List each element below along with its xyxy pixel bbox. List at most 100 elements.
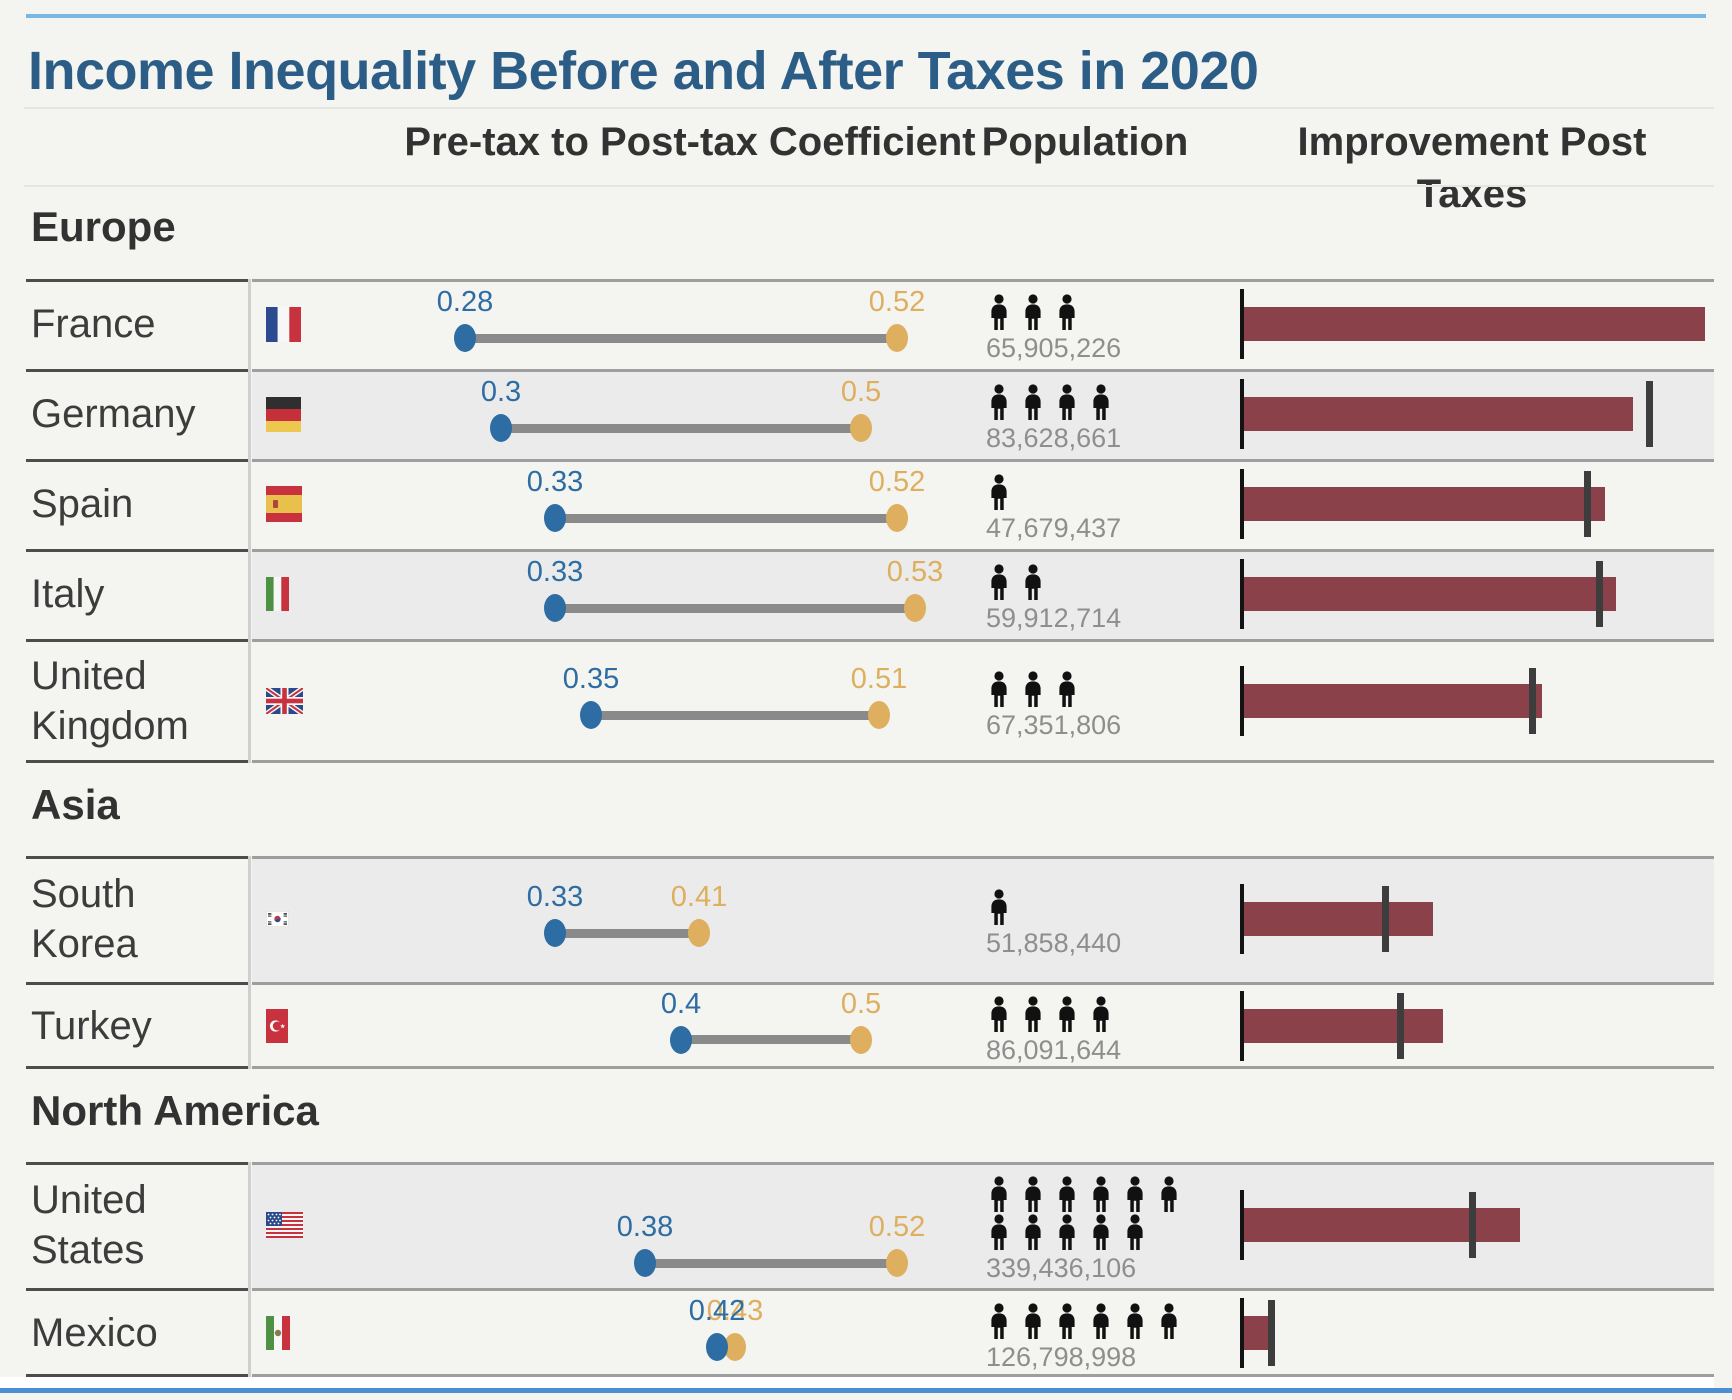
spain-flag-icon[interactable] [266, 459, 302, 549]
person-icon[interactable] [1054, 995, 1080, 1032]
united-kingdom-flag-icon[interactable] [266, 639, 303, 763]
post-tax-dot[interactable] [490, 414, 512, 442]
person-icon[interactable] [1122, 1302, 1148, 1339]
person-icon[interactable] [986, 995, 1012, 1032]
person-icon[interactable] [1088, 384, 1114, 420]
post-tax-dot[interactable] [454, 324, 476, 352]
improvement-bar[interactable] [1244, 902, 1433, 936]
improvement-bar[interactable] [1244, 307, 1705, 341]
person-icon[interactable] [1054, 1176, 1080, 1212]
post-tax-dot[interactable] [580, 701, 602, 729]
person-icon[interactable] [1054, 1302, 1080, 1339]
pre-tax-dot[interactable] [886, 504, 908, 532]
axis-line [1240, 666, 1244, 736]
person-icon[interactable] [986, 889, 1012, 925]
pre-tax-dot[interactable] [904, 594, 926, 622]
dumbbell-connector [501, 423, 861, 433]
person-icon[interactable] [1054, 384, 1080, 420]
person-icon[interactable] [1020, 564, 1046, 600]
post-tax-dot[interactable] [544, 919, 566, 947]
person-icon[interactable] [1122, 1214, 1148, 1250]
post-tax-dot[interactable] [670, 1025, 692, 1054]
column-header-population: Population [981, 120, 1189, 164]
improvement-bar[interactable] [1244, 577, 1616, 611]
person-icon[interactable] [986, 294, 1012, 330]
post-tax-value-label: 0.42 [688, 1294, 746, 1327]
turkey-flag-icon[interactable] [266, 982, 288, 1069]
pre-tax-dot[interactable] [850, 1025, 872, 1054]
france-flag-icon[interactable] [266, 279, 301, 369]
united-states-flag-icon[interactable] [266, 1162, 303, 1288]
country-label: United Kingdom [31, 654, 189, 748]
person-icon[interactable] [1122, 1176, 1148, 1212]
post-tax-dot[interactable] [544, 594, 566, 622]
improvement-marker[interactable] [1468, 1192, 1476, 1258]
improvement-bar[interactable] [1244, 487, 1605, 521]
person-icon[interactable] [986, 671, 1012, 707]
improvement-bar[interactable] [1244, 397, 1633, 431]
improvement-marker[interactable] [1396, 992, 1404, 1059]
improvement-marker[interactable] [1645, 381, 1653, 447]
person-icon[interactable] [1088, 995, 1114, 1032]
pre-tax-dot[interactable] [886, 324, 908, 352]
person-icon[interactable] [1020, 1176, 1046, 1212]
person-icon[interactable] [986, 1302, 1012, 1339]
section-header-north-america: North America [0, 1069, 1714, 1162]
pre-tax-dot[interactable] [886, 1249, 908, 1277]
table-row: Mexico 0.42 0.43 126,798,998 [0, 1288, 1732, 1377]
pre-tax-dot[interactable] [688, 919, 710, 947]
person-icon[interactable] [1156, 1302, 1182, 1339]
person-icon[interactable] [1020, 995, 1046, 1032]
row-divider [252, 279, 1714, 282]
person-icon[interactable] [1054, 671, 1080, 707]
population-cell: 51,858,440 [986, 889, 1121, 958]
improvement-bar[interactable] [1244, 684, 1542, 718]
axis-line [1240, 379, 1244, 449]
improvement-marker[interactable] [1528, 668, 1536, 734]
person-icon[interactable] [986, 564, 1012, 600]
improvement-bar[interactable] [1244, 1208, 1520, 1242]
person-icon[interactable] [1088, 1214, 1114, 1250]
improvement-bar[interactable] [1244, 1315, 1270, 1350]
person-icon[interactable] [1020, 384, 1046, 420]
person-icon[interactable] [986, 1214, 1012, 1250]
person-icon[interactable] [986, 474, 1012, 510]
mexico-flag-icon[interactable] [266, 1288, 290, 1377]
person-icon[interactable] [1054, 294, 1080, 330]
improvement-bar[interactable] [1244, 1008, 1443, 1043]
improvement-marker[interactable] [1381, 886, 1389, 952]
section-header-asia: Asia [0, 763, 1714, 856]
post-tax-dot[interactable] [706, 1332, 728, 1361]
south-korea-flag-icon[interactable] [266, 856, 289, 982]
population-cell: 47,679,437 [986, 474, 1121, 543]
person-icon[interactable] [1088, 1176, 1114, 1212]
improvement-marker[interactable] [1595, 561, 1603, 627]
pre-tax-dot[interactable] [868, 701, 890, 729]
page-title: Income Inequality Before and After Taxes… [28, 41, 1259, 101]
person-icon[interactable] [1020, 1302, 1046, 1339]
post-tax-value-label: 0.33 [526, 556, 584, 588]
post-tax-dot[interactable] [544, 504, 566, 532]
person-icon[interactable] [1020, 671, 1046, 707]
population-count: 67,351,806 [986, 710, 1122, 740]
row-divider [252, 760, 1714, 763]
person-icon[interactable] [1156, 1176, 1182, 1212]
italy-flag-icon[interactable] [266, 549, 289, 639]
person-icon[interactable] [1088, 1302, 1114, 1339]
person-icon[interactable] [1020, 1214, 1046, 1250]
pre-tax-dot[interactable] [724, 1332, 746, 1361]
improvement-marker[interactable] [1267, 1299, 1275, 1366]
pre-tax-dot[interactable] [850, 414, 872, 442]
improvement-marker[interactable] [1583, 471, 1591, 537]
post-tax-dot[interactable] [634, 1249, 656, 1277]
person-icon[interactable] [1020, 294, 1046, 330]
germany-flag-icon[interactable] [266, 369, 301, 459]
person-icon[interactable] [986, 1176, 1012, 1212]
person-icon[interactable] [986, 384, 1012, 420]
pre-tax-value-label: 0.52 [868, 286, 926, 318]
table-row: Spain 0.33 0.52 47,679,437 [0, 459, 1732, 549]
column-divider [248, 982, 251, 1069]
person-icon[interactable] [1054, 1214, 1080, 1250]
country-label: South Korea [31, 872, 138, 966]
